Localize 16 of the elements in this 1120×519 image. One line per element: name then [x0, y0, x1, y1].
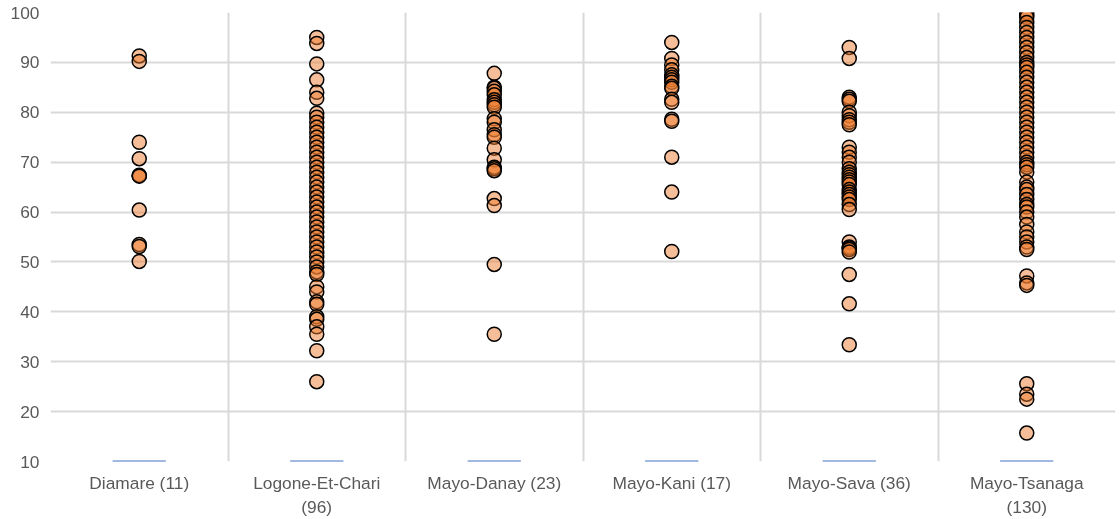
y-tick-label: 100	[10, 2, 40, 23]
y-tick-label: 30	[20, 351, 40, 372]
x-tick-label: Diamare (11)	[89, 472, 190, 493]
x-tick-label: Mayo-Kani (17)	[612, 472, 731, 493]
x-tick-label: Mayo-Danay (23)	[427, 472, 562, 493]
y-tick-label: 50	[20, 251, 40, 272]
y-tick-label: 80	[20, 102, 40, 123]
y-tick-label: 10	[20, 451, 40, 472]
y-tick-label: 60	[20, 202, 40, 223]
y-tick-label: 20	[20, 401, 40, 422]
y-tick-label: 40	[20, 301, 40, 322]
x-tick-label: Logone-Et-Chari (96)	[253, 472, 381, 517]
x-tick-label: Mayo-Sava (36)	[787, 472, 911, 493]
y-tick-label: 70	[20, 152, 40, 173]
x-tick-label: Mayo-Tsanaga (130)	[969, 472, 1084, 517]
y-tick-label: 90	[20, 52, 40, 73]
